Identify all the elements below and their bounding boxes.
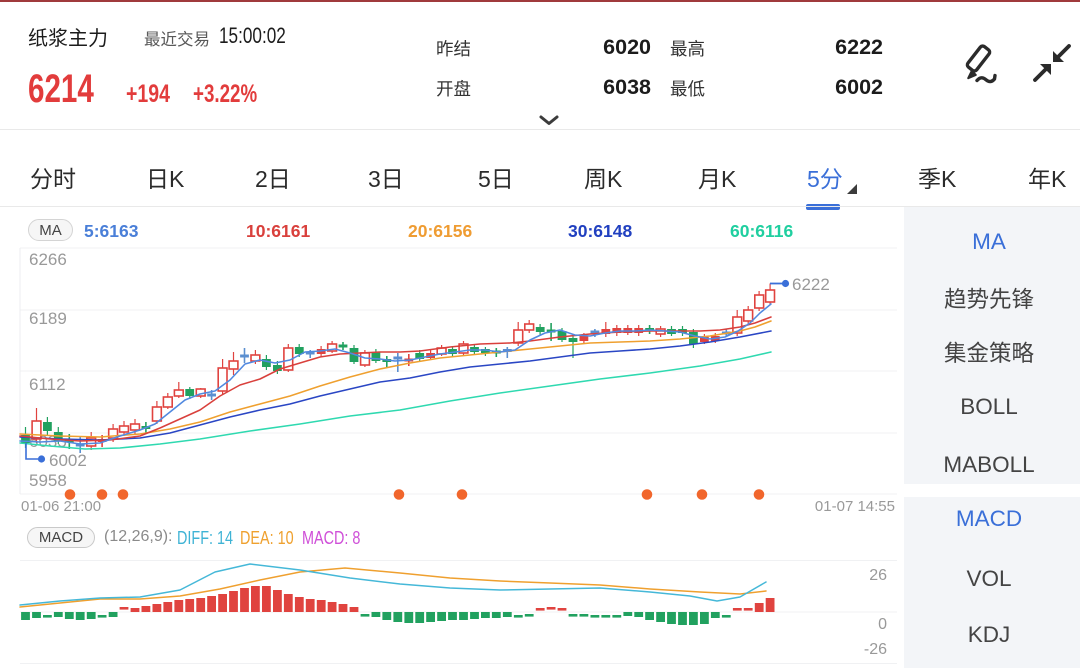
svg-text:6002: 6002 bbox=[49, 451, 87, 470]
svg-text:0: 0 bbox=[878, 616, 887, 633]
svg-text:01-06 21:00: 01-06 21:00 bbox=[21, 498, 101, 515]
svg-text:01-07 14:55: 01-07 14:55 bbox=[815, 498, 895, 515]
svg-text:6266: 6266 bbox=[29, 250, 67, 269]
svg-text:-26: -26 bbox=[864, 641, 887, 658]
svg-text:5958: 5958 bbox=[29, 471, 67, 490]
svg-text:6112: 6112 bbox=[29, 375, 66, 394]
svg-text:6189: 6189 bbox=[29, 309, 67, 328]
svg-text:26: 26 bbox=[869, 567, 887, 584]
svg-text:6222: 6222 bbox=[792, 275, 830, 294]
